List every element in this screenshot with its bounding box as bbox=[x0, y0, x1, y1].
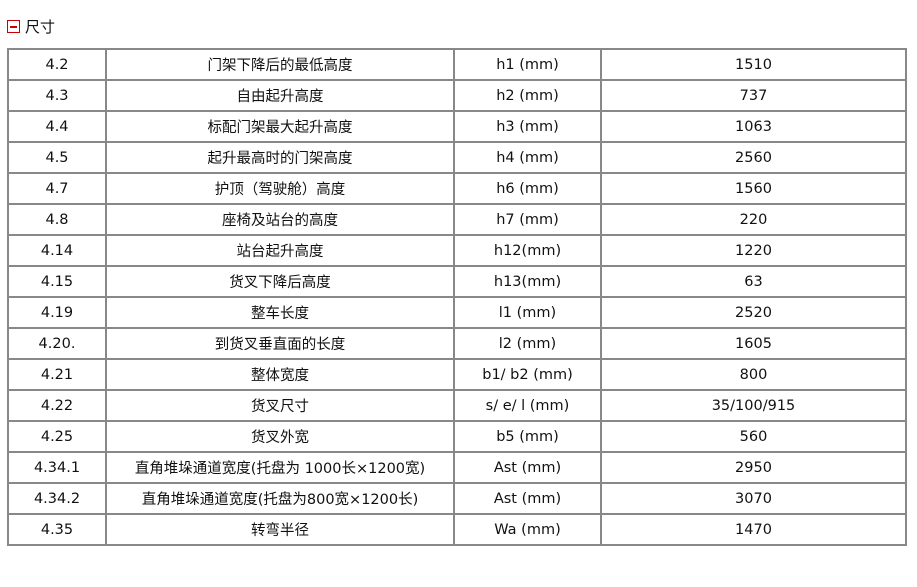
spec-code: 4.3 bbox=[7, 79, 107, 112]
spec-name: 标配门架最大起升高度 bbox=[105, 110, 455, 143]
spec-code: 4.25 bbox=[7, 420, 107, 453]
spec-name: 货叉下降后高度 bbox=[105, 265, 455, 298]
spec-value: 1220 bbox=[600, 234, 907, 267]
spec-symbol: Ast (mm) bbox=[453, 451, 602, 484]
spec-value: 1560 bbox=[600, 172, 907, 205]
spec-name: 起升最高时的门架高度 bbox=[105, 141, 455, 174]
spec-symbol: l2 (mm) bbox=[453, 327, 602, 360]
spec-value: 1063 bbox=[600, 110, 907, 143]
table-row: 4.7 护顶（驾驶舱）高度 h6 (mm) 1560 bbox=[7, 172, 907, 205]
spec-symbol: h12(mm) bbox=[453, 234, 602, 267]
spec-name: 到货叉垂直面的长度 bbox=[105, 327, 455, 360]
spec-symbol: h3 (mm) bbox=[453, 110, 602, 143]
spec-name: 转弯半径 bbox=[105, 513, 455, 546]
spec-symbol: s/ e/ l (mm) bbox=[453, 389, 602, 422]
section-title: 尺寸 bbox=[25, 18, 56, 36]
spec-code: 4.20. bbox=[7, 327, 107, 360]
spec-code: 4.35 bbox=[7, 513, 107, 546]
table-row: 4.4 标配门架最大起升高度 h3 (mm) 1063 bbox=[7, 110, 907, 143]
table-row: 4.22 货叉尺寸 s/ e/ l (mm) 35/100/915 bbox=[7, 389, 907, 422]
spec-symbol: Wa (mm) bbox=[453, 513, 602, 546]
spec-code: 4.15 bbox=[7, 265, 107, 298]
table-row: 4.20. 到货叉垂直面的长度 l2 (mm) 1605 bbox=[7, 327, 907, 360]
spec-value: 1605 bbox=[600, 327, 907, 360]
spec-name: 护顶（驾驶舱）高度 bbox=[105, 172, 455, 205]
spec-symbol: h1 (mm) bbox=[453, 48, 602, 81]
spec-name: 直角堆垛通道宽度(托盘为800宽×1200长) bbox=[105, 482, 455, 515]
spec-code: 4.14 bbox=[7, 234, 107, 267]
table-row: 4.2 门架下降后的最低高度 h1 (mm) 1510 bbox=[7, 48, 907, 81]
spec-symbol: l1 (mm) bbox=[453, 296, 602, 329]
spec-code: 4.5 bbox=[7, 141, 107, 174]
spec-symbol: h2 (mm) bbox=[453, 79, 602, 112]
spec-symbol: Ast (mm) bbox=[453, 482, 602, 515]
spec-name: 货叉外宽 bbox=[105, 420, 455, 453]
section-header: 尺寸 bbox=[7, 16, 55, 37]
table-row: 4.8 座椅及站台的高度 h7 (mm) 220 bbox=[7, 203, 907, 236]
table-row: 4.35 转弯半径 Wa (mm) 1470 bbox=[7, 513, 907, 546]
spec-code: 4.22 bbox=[7, 389, 107, 422]
spec-symbol: b1/ b2 (mm) bbox=[453, 358, 602, 391]
spec-symbol: h7 (mm) bbox=[453, 203, 602, 236]
spec-code: 4.8 bbox=[7, 203, 107, 236]
table-row: 4.19 整车长度 l1 (mm) 2520 bbox=[7, 296, 907, 329]
spec-value: 3070 bbox=[600, 482, 907, 515]
spec-value: 2950 bbox=[600, 451, 907, 484]
spec-name: 直角堆垛通道宽度(托盘为 1000长×1200宽) bbox=[105, 451, 455, 484]
table-row: 4.5 起升最高时的门架高度 h4 (mm) 2560 bbox=[7, 141, 907, 174]
spec-value: 220 bbox=[600, 203, 907, 236]
spec-code: 4.19 bbox=[7, 296, 107, 329]
spec-symbol: h6 (mm) bbox=[453, 172, 602, 205]
spec-code: 4.4 bbox=[7, 110, 107, 143]
table-row: 4.14 站台起升高度 h12(mm) 1220 bbox=[7, 234, 907, 267]
spec-name: 站台起升高度 bbox=[105, 234, 455, 267]
table-row: 4.34.1 直角堆垛通道宽度(托盘为 1000长×1200宽) Ast (mm) 2… bbox=[7, 451, 907, 484]
spec-value: 1510 bbox=[600, 48, 907, 81]
spec-value: 63 bbox=[600, 265, 907, 298]
spec-symbol: b5 (mm) bbox=[453, 420, 602, 453]
spec-value: 800 bbox=[600, 358, 907, 391]
spec-value: 560 bbox=[600, 420, 907, 453]
spec-name: 门架下降后的最低高度 bbox=[105, 48, 455, 81]
spec-table: 4.2 门架下降后的最低高度 h1 (mm) 1510 4.3 自由起升高度 h2 (mm)… bbox=[7, 48, 907, 546]
spec-code: 4.21 bbox=[7, 358, 107, 391]
spec-value: 35/100/915 bbox=[600, 389, 907, 422]
spec-code: 4.34.1 bbox=[7, 451, 107, 484]
spec-name: 自由起升高度 bbox=[105, 79, 455, 112]
spec-name: 座椅及站台的高度 bbox=[105, 203, 455, 236]
spec-name: 整体宽度 bbox=[105, 358, 455, 391]
table-row: 4.21 整体宽度 b1/ b2 (mm) 800 bbox=[7, 358, 907, 391]
collapse-minus-icon[interactable] bbox=[7, 20, 20, 33]
spec-name: 整车长度 bbox=[105, 296, 455, 329]
spec-value: 737 bbox=[600, 79, 907, 112]
spec-value: 2520 bbox=[600, 296, 907, 329]
table-row: 4.15 货叉下降后高度 h13(mm) 63 bbox=[7, 265, 907, 298]
spec-code: 4.7 bbox=[7, 172, 107, 205]
spec-value: 2560 bbox=[600, 141, 907, 174]
spec-code: 4.34.2 bbox=[7, 482, 107, 515]
table-row: 4.34.2 直角堆垛通道宽度(托盘为800宽×1200长) Ast (mm) 307… bbox=[7, 482, 907, 515]
spec-symbol: h13(mm) bbox=[453, 265, 602, 298]
spec-code: 4.2 bbox=[7, 48, 107, 81]
table-row: 4.3 自由起升高度 h2 (mm) 737 bbox=[7, 79, 907, 112]
spec-value: 1470 bbox=[600, 513, 907, 546]
table-row: 4.25 货叉外宽 b5 (mm) 560 bbox=[7, 420, 907, 453]
spec-name: 货叉尺寸 bbox=[105, 389, 455, 422]
spec-symbol: h4 (mm) bbox=[453, 141, 602, 174]
